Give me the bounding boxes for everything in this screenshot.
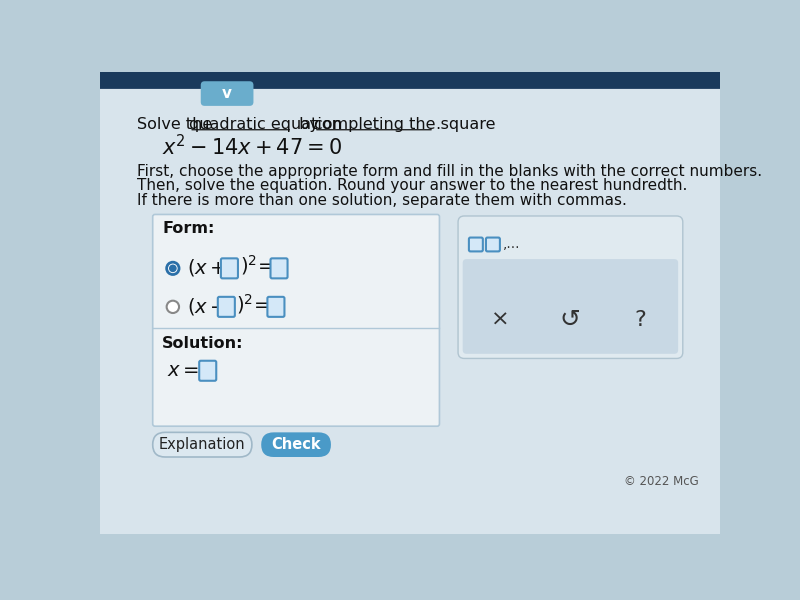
FancyBboxPatch shape <box>458 216 683 358</box>
FancyBboxPatch shape <box>221 259 238 278</box>
Text: .: . <box>435 117 441 132</box>
FancyBboxPatch shape <box>462 259 678 354</box>
FancyBboxPatch shape <box>218 297 235 317</box>
FancyBboxPatch shape <box>262 433 331 457</box>
Text: ?: ? <box>634 310 646 330</box>
FancyBboxPatch shape <box>486 238 500 251</box>
Circle shape <box>166 301 179 313</box>
Circle shape <box>166 262 179 275</box>
Text: $)^2\!=\!$: $)^2\!=\!$ <box>239 253 274 277</box>
Text: Solve the: Solve the <box>138 117 218 132</box>
Text: Check: Check <box>271 437 321 452</box>
Text: $)^2\!=\!$: $)^2\!=\!$ <box>237 292 270 316</box>
Text: v: v <box>222 86 232 101</box>
Text: If there is more than one solution, separate them with commas.: If there is more than one solution, sepa… <box>138 193 627 208</box>
Text: © 2022 McG: © 2022 McG <box>623 475 698 488</box>
FancyBboxPatch shape <box>153 433 252 457</box>
Text: ,...: ,... <box>503 238 521 251</box>
Circle shape <box>169 265 177 272</box>
Text: $(x+$: $(x+$ <box>187 257 226 278</box>
FancyBboxPatch shape <box>270 259 287 278</box>
Text: $(x-$: $(x-$ <box>187 296 226 317</box>
Text: Then, solve the equation. Round your answer to the nearest hundredth.: Then, solve the equation. Round your ans… <box>138 178 687 193</box>
Text: ×: × <box>491 310 510 330</box>
Text: Form:: Form: <box>162 221 214 236</box>
FancyBboxPatch shape <box>100 89 720 534</box>
Text: $x^2-14x+47=0$: $x^2-14x+47=0$ <box>162 134 342 159</box>
Text: $x =$: $x =$ <box>166 362 199 380</box>
Text: completing the square: completing the square <box>314 117 495 132</box>
FancyBboxPatch shape <box>100 72 720 89</box>
Text: ↺: ↺ <box>560 308 581 332</box>
FancyBboxPatch shape <box>153 214 439 426</box>
Text: Explanation: Explanation <box>159 437 246 452</box>
FancyBboxPatch shape <box>199 361 216 381</box>
FancyBboxPatch shape <box>267 297 285 317</box>
Text: quadratic equation: quadratic equation <box>189 117 342 132</box>
FancyBboxPatch shape <box>201 81 254 106</box>
FancyBboxPatch shape <box>469 238 483 251</box>
Text: Solution:: Solution: <box>162 335 243 350</box>
Text: First, choose the appropriate form and fill in the blanks with the correct numbe: First, choose the appropriate form and f… <box>138 164 762 179</box>
Text: by: by <box>294 117 324 132</box>
